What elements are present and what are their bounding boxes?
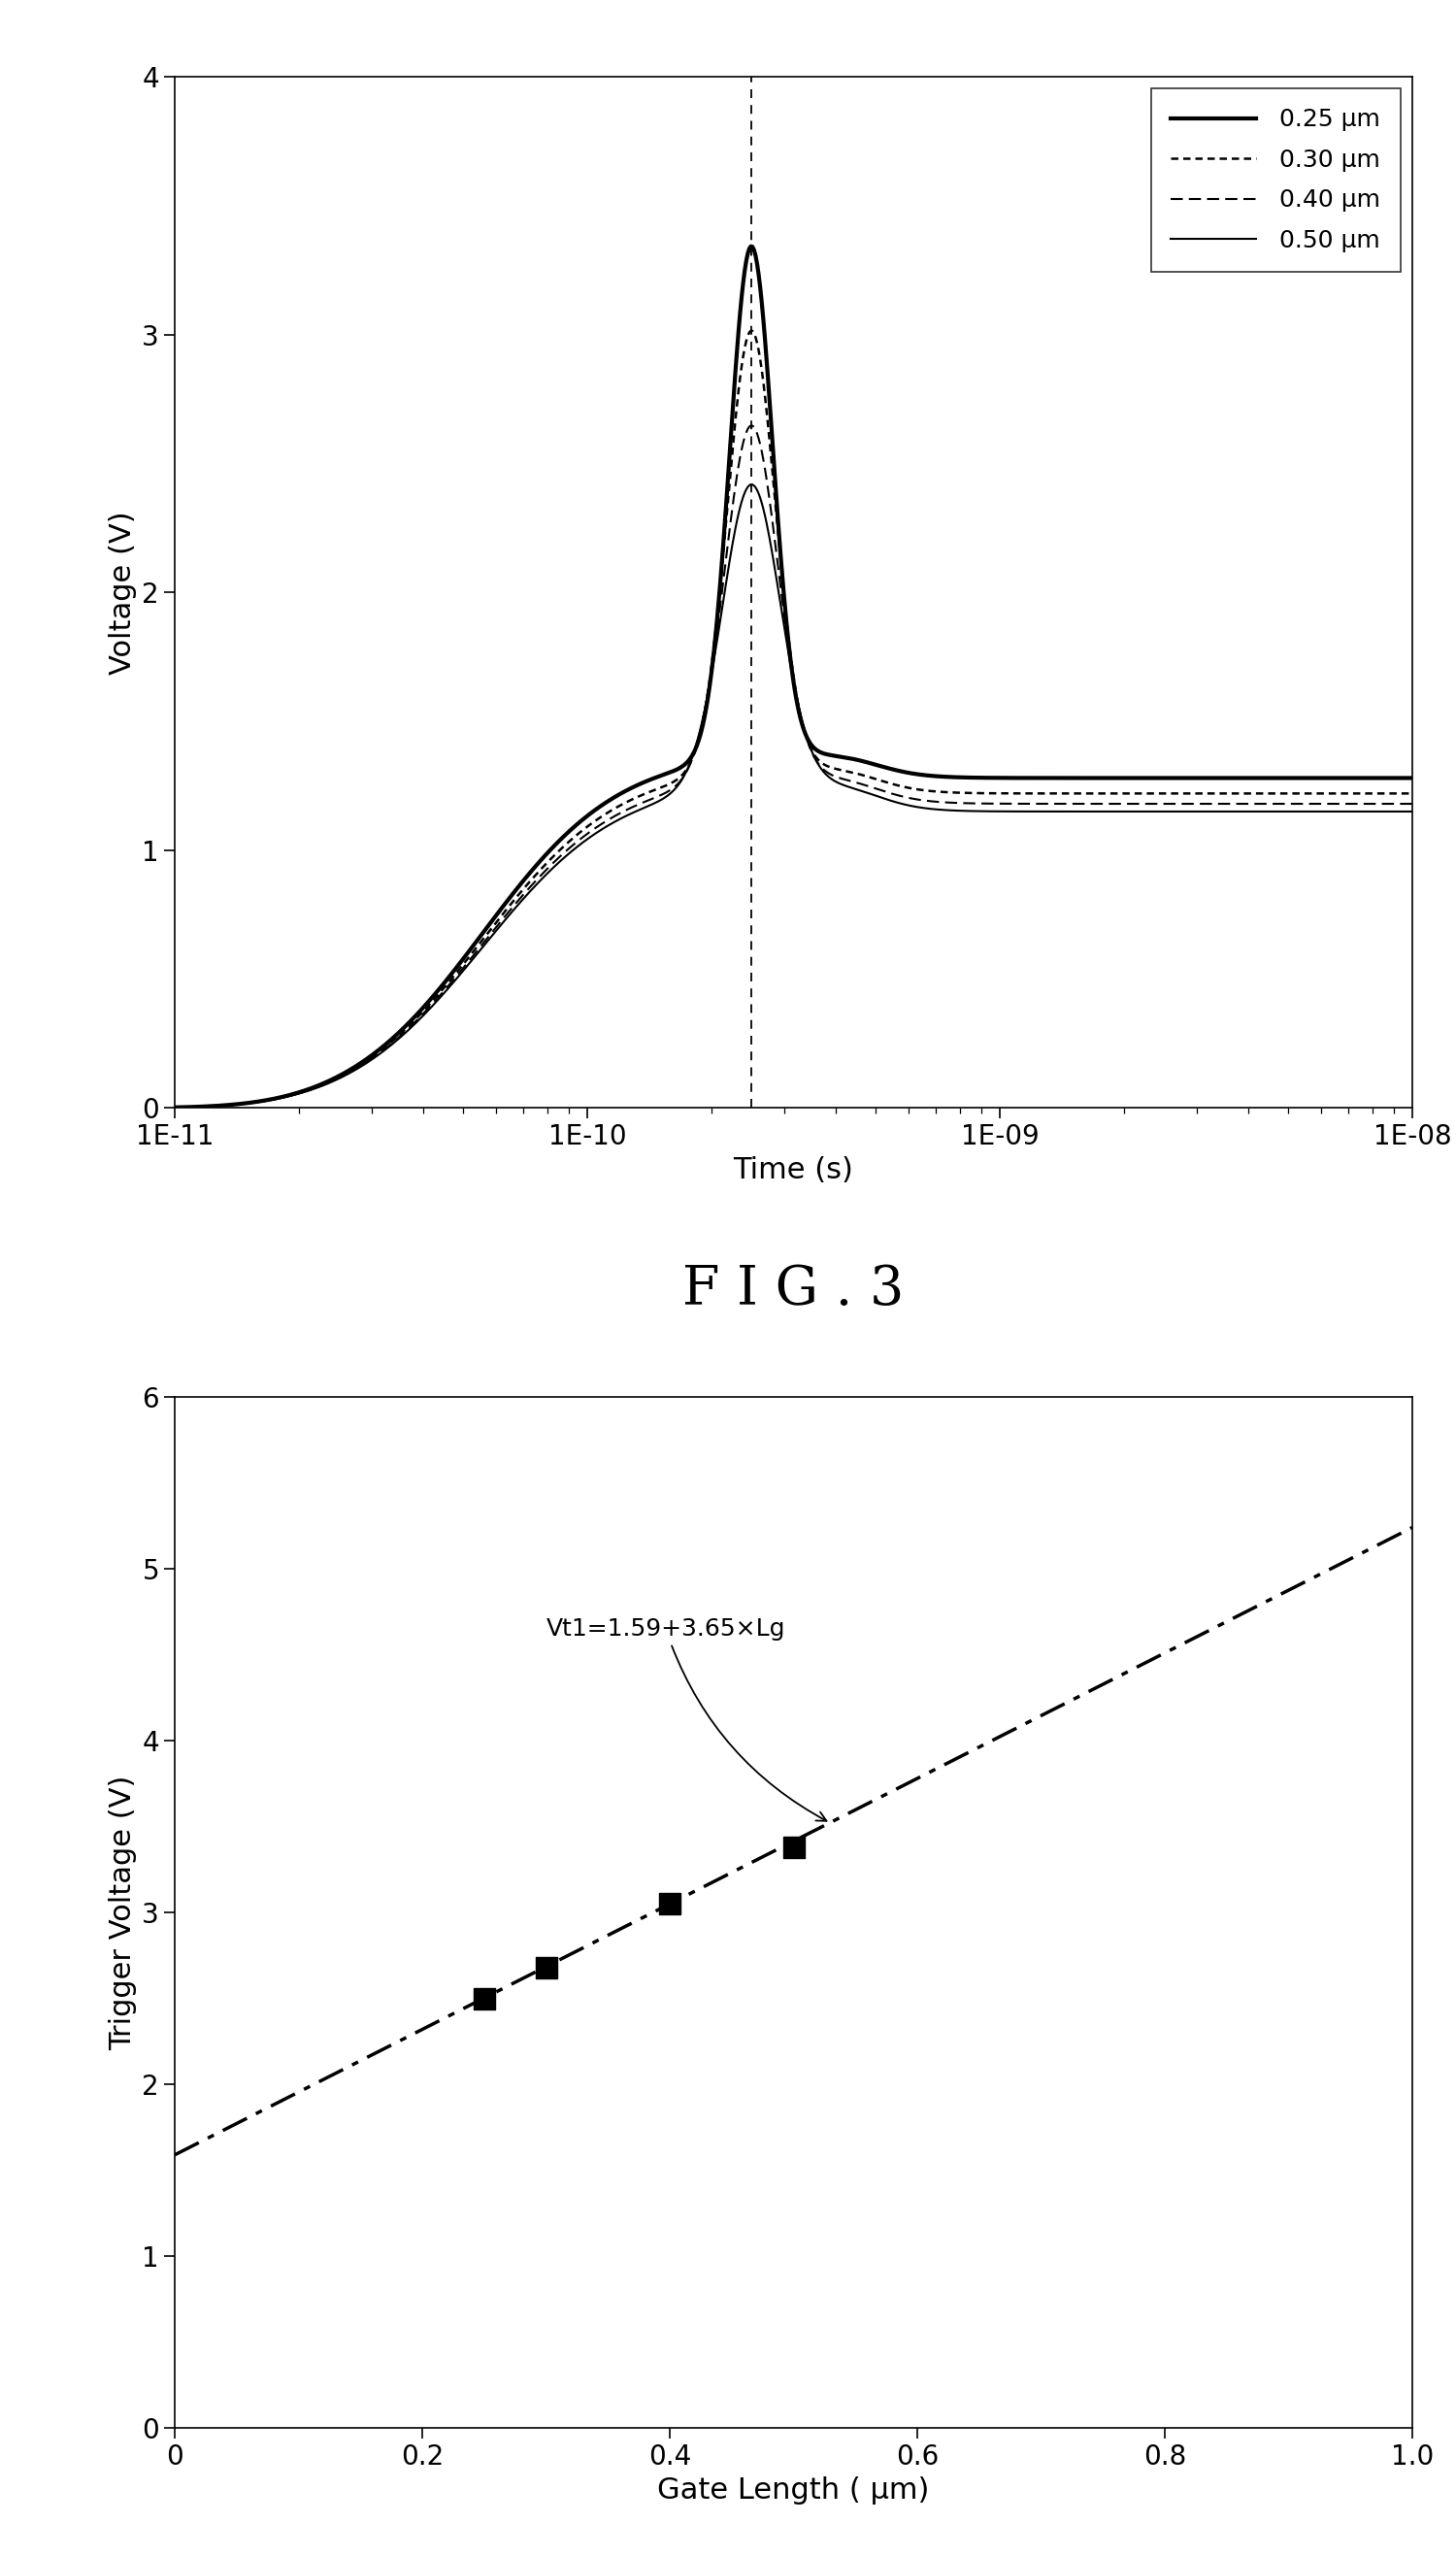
- Point: [782, 1828, 805, 1868]
- Text: F I G . 3: F I G . 3: [683, 1263, 904, 1316]
- Text: Vt1=1.59+3.65×Lg: Vt1=1.59+3.65×Lg: [546, 1618, 827, 1820]
- Point: [658, 1884, 681, 1925]
- Y-axis label: Trigger Voltage (V): Trigger Voltage (V): [108, 1774, 137, 2050]
- X-axis label: Time (s): Time (s): [734, 1155, 853, 1183]
- Legend: 0.25 μm, 0.30 μm, 0.40 μm, 0.50 μm: 0.25 μm, 0.30 μm, 0.40 μm, 0.50 μm: [1152, 89, 1401, 271]
- Point: [472, 1978, 495, 2019]
- Y-axis label: Voltage (V): Voltage (V): [108, 511, 137, 675]
- Point: [534, 1948, 558, 1989]
- X-axis label: Gate Length ( μm): Gate Length ( μm): [658, 2477, 929, 2505]
